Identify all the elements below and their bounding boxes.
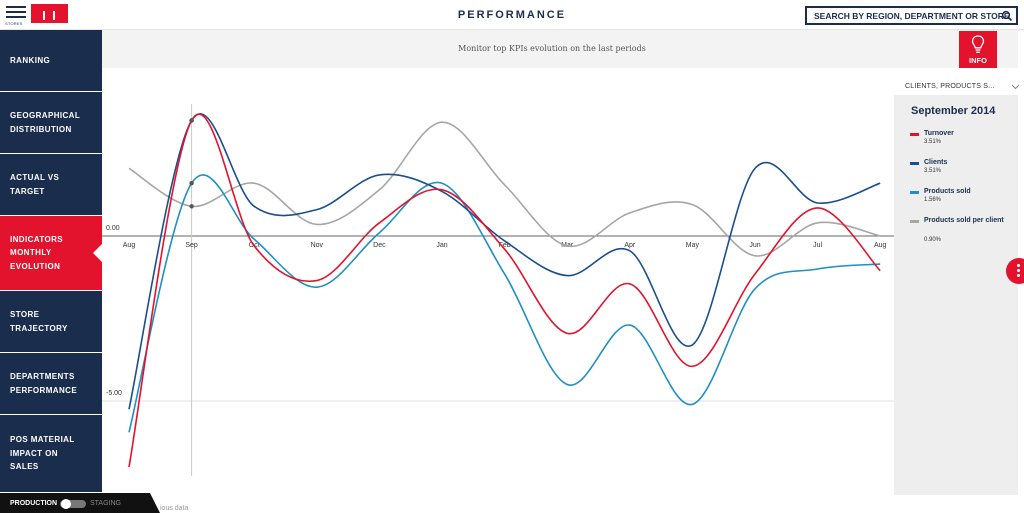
series-line-products-sold <box>128 174 881 433</box>
environment-switch: PRODUCTION STAGING <box>0 493 160 513</box>
legend-value: 3.51% <box>924 139 942 145</box>
brand-logo[interactable] <box>31 4 68 23</box>
sidebar-item-label: RANKING <box>10 55 51 65</box>
legend-item-products-sold[interactable]: Products sold 1.56% <box>910 187 1015 211</box>
search-input[interactable]: SEARCH BY REGION, DEPARTMENT OR STORE <box>805 6 1018 25</box>
sidebar-item-geographical-distribution[interactable]: GEOGRAPHICAL DISTRIBUTION <box>0 92 102 154</box>
sidebar-item-label: INDICATORS MONTHLY EVOLUTION <box>10 234 64 271</box>
search-icon[interactable] <box>1001 10 1013 22</box>
search-placeholder: SEARCH BY REGION, DEPARTMENT OR STORE <box>814 11 1010 21</box>
dropdown-selected-value: CLIENTS, PRODUCTS S... <box>905 83 995 90</box>
sidebar-item-label: STORE TRAJECTORY <box>10 310 68 333</box>
y-tick-label: 0.00 <box>106 225 120 232</box>
legend-name: Turnover <box>924 130 954 137</box>
legend-swatch <box>910 133 919 136</box>
legend-swatch <box>910 162 919 165</box>
x-tick-label: Jun <box>749 242 760 249</box>
page-title: PERFORMANCE <box>457 9 567 21</box>
x-tick-label: Nov <box>311 242 324 249</box>
period-title: September 2014 <box>911 105 996 117</box>
hover-marker <box>189 204 194 209</box>
x-tick-label: Jul <box>813 242 822 249</box>
environment-toggle[interactable] <box>60 499 86 509</box>
legend-item-products-sold-per-client[interactable]: Products sold per client 0.90% <box>910 216 1015 248</box>
menu-caption: STORES <box>5 21 23 26</box>
legend-name: Products sold <box>924 188 971 195</box>
sidebar-item-ranking[interactable]: RANKING <box>0 30 102 92</box>
sidebar-item-actual-vs-target[interactable]: ACTUAL VS TARGET <box>0 154 102 216</box>
env-production-label: PRODUCTION <box>10 500 58 507</box>
x-tick-label: Feb <box>499 242 511 249</box>
menu-icon[interactable]: STORES <box>5 5 27 27</box>
series-line-clients <box>128 113 881 410</box>
sidebar-item-pos-material-impact[interactable]: POS MATERIAL IMPACT ON SALES <box>0 415 102 493</box>
legend-item-turnover[interactable]: Turnover 3.51% <box>910 129 1015 153</box>
indicator-dropdown[interactable]: CLIENTS, PRODUCTS S... <box>894 78 1024 96</box>
sidebar: RANKING GEOGRAPHICAL DISTRIBUTION ACTUAL… <box>0 30 102 513</box>
y-tick-label: -5.00 <box>106 390 122 397</box>
sidebar-item-label: GEOGRAPHICAL DISTRIBUTION <box>10 111 81 134</box>
sidebar-item-departments-performance[interactable]: DEPARTMENTS PERFORMANCE <box>0 353 102 415</box>
legend-swatch <box>910 220 919 223</box>
legend-value: 0.90% <box>924 237 942 243</box>
subtitle-strip: Monitor top KPIs evolution on the last p… <box>102 30 1024 68</box>
x-tick-label: Apr <box>624 242 636 249</box>
more-options-button[interactable] <box>1006 258 1024 284</box>
legend-name: Products sold per client <box>924 217 1004 224</box>
legend-name: Clients <box>924 159 948 166</box>
legend-item-clients[interactable]: Clients 3.51% <box>910 158 1015 182</box>
footnote: ious data <box>160 505 189 512</box>
sidebar-item-label: ACTUAL VS TARGET <box>10 173 60 196</box>
hover-marker <box>189 118 194 123</box>
top-bar: STORES PERFORMANCE SEARCH BY REGION, DEP… <box>0 0 1024 30</box>
scrollbar[interactable] <box>1018 31 1024 68</box>
x-tick-label: May <box>686 242 700 249</box>
hover-marker <box>189 181 194 186</box>
x-tick-label: Sep <box>185 242 198 249</box>
page-subtitle: Monitor top KPIs evolution on the last p… <box>458 44 646 53</box>
env-staging-label: STAGING <box>90 500 121 507</box>
sidebar-item-indicators-monthly-evolution[interactable]: INDICATORS MONTHLY EVOLUTION <box>0 216 102 291</box>
x-tick-label: Aug <box>123 242 136 249</box>
lightbulb-icon <box>971 35 985 53</box>
info-label: INFO <box>969 56 987 65</box>
x-tick-label: Jan <box>436 242 447 249</box>
legend-panel: September 2014 Turnover 3.51% Clients 3.… <box>894 95 1018 495</box>
x-tick-label: Dec <box>373 242 386 249</box>
legend-value: 3.51% <box>924 168 942 174</box>
info-button[interactable]: INFO <box>959 31 997 68</box>
series-line-turnover <box>128 113 881 468</box>
legend-value: 1.56% <box>924 197 942 203</box>
sidebar-item-label: POS MATERIAL IMPACT ON SALES <box>10 435 75 472</box>
x-tick-label: Aug <box>874 242 887 249</box>
sidebar-item-label: DEPARTMENTS PERFORMANCE <box>10 372 78 395</box>
legend-swatch <box>910 191 919 194</box>
series-line-products-sold-per-client <box>128 121 881 257</box>
chevron-down-icon <box>1011 84 1020 90</box>
sidebar-item-store-trajectory[interactable]: STORE TRAJECTORY <box>0 291 102 353</box>
